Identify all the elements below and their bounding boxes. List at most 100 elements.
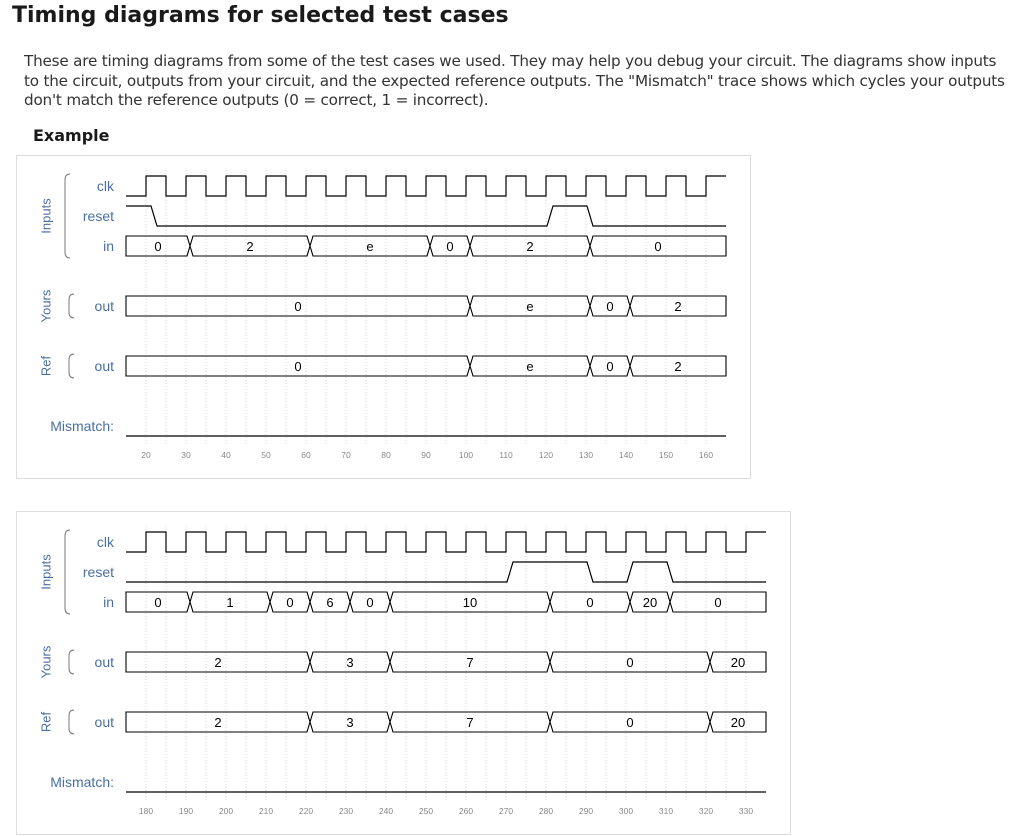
bus-value-label: 1	[226, 595, 233, 610]
time-tick-label: 150	[659, 450, 673, 460]
signal-label-out: out	[95, 714, 115, 730]
time-tick-label: 200	[219, 806, 233, 816]
signal-label-out: out	[95, 654, 115, 670]
bus-segment	[389, 591, 551, 613]
time-tick-label: 190	[179, 806, 193, 816]
timing-diagram-1-svg: 20 30 40 50 60 70 80 90 100 110 120 130 140 150 160Inp…	[38, 170, 727, 460]
bus-segment	[629, 355, 727, 377]
bus-segment	[125, 295, 471, 317]
reset-waveform	[126, 561, 766, 583]
bus-segment	[309, 235, 431, 257]
bus-value-label: 0	[626, 655, 633, 670]
bus-segment	[125, 651, 311, 673]
intro-paragraph: These are timing diagrams from some of t…	[24, 52, 1005, 109]
bus-value-label: e	[366, 239, 373, 254]
group-bracket	[68, 709, 75, 735]
example-heading: Example	[33, 126, 110, 145]
time-tick-label: 230	[339, 806, 353, 816]
group-label-ref: Ref	[38, 355, 53, 376]
bus-value-label: 6	[326, 595, 333, 610]
time-tick-label: 30	[181, 450, 191, 460]
bus-value-label: 0	[446, 239, 453, 254]
bus-value-label: 2	[526, 239, 533, 254]
bus-value-label: 20	[731, 715, 745, 730]
time-tick-label: 120	[539, 450, 553, 460]
bus-segment	[589, 355, 631, 377]
bus-value-label: 3	[346, 655, 353, 670]
signal-label-in: in	[103, 238, 114, 254]
time-tick-label: 130	[579, 450, 593, 460]
timing-diagram-2: 180 190 200 210 220 230 240 250 260 270 280 290 300 3…	[16, 511, 791, 835]
bus-segment	[469, 295, 591, 317]
time-tick-label: 160	[699, 450, 713, 460]
bus-segment	[469, 355, 591, 377]
bus-segment	[549, 651, 711, 673]
group-bracket	[68, 293, 75, 319]
time-tick-label: 90	[421, 450, 431, 460]
time-tick-label: 100	[459, 450, 473, 460]
bus-value-label: 7	[466, 715, 473, 730]
bus-value-label: 0	[154, 239, 161, 254]
bus-segment	[629, 295, 727, 317]
bus-segment	[429, 235, 471, 257]
group-bracket	[64, 529, 71, 615]
bus-value-label: 0	[366, 595, 373, 610]
bus-segment	[125, 355, 471, 377]
time-tick-label: 50	[261, 450, 271, 460]
group-label-yours: Yours	[38, 289, 53, 322]
time-tick-label: 280	[539, 806, 553, 816]
bus-value-label: 3	[346, 715, 353, 730]
time-tick-label: 250	[419, 806, 433, 816]
time-tick-label: 140	[619, 450, 633, 460]
clk-waveform	[126, 175, 726, 197]
signal-label-in: in	[103, 594, 114, 610]
bus-segment	[189, 235, 311, 257]
bus-segment	[349, 591, 391, 613]
signal-label-clk: clk	[97, 534, 115, 550]
bus-segment	[389, 711, 551, 733]
timing-diagram-2-svg: 180 190 200 210 220 230 240 250 260 270 280 290 300 3…	[38, 526, 767, 816]
bus-value-label: 0	[606, 359, 613, 374]
bus-value-label: 0	[286, 595, 293, 610]
bus-value-label: 2	[214, 655, 221, 670]
bus-segment	[709, 651, 767, 673]
time-tick-label: 310	[659, 806, 673, 816]
bus-value-label: 7	[466, 655, 473, 670]
bus-value-label: 0	[714, 595, 721, 610]
time-tick-label: 290	[579, 806, 593, 816]
group-label-ref: Ref	[38, 711, 53, 732]
bus-value-label: 2	[214, 715, 221, 730]
bus-value-label: 20	[731, 655, 745, 670]
time-tick-label: 110	[499, 450, 513, 460]
bus-value-label: 20	[643, 595, 657, 610]
group-bracket	[68, 649, 75, 675]
bus-segment	[309, 591, 351, 613]
time-tick-label: 300	[619, 806, 633, 816]
bus-value-label: 0	[294, 299, 301, 314]
clk-waveform	[126, 531, 766, 553]
bus-segment	[189, 591, 271, 613]
bus-segment	[389, 651, 551, 673]
bus-segment	[125, 235, 191, 257]
bus-segment	[629, 591, 671, 613]
time-tick-label: 240	[379, 806, 393, 816]
bus-segment	[589, 235, 727, 257]
bus-value-label: 0	[606, 299, 613, 314]
bus-value-label: 2	[674, 359, 681, 374]
group-label-inputs: Inputs	[38, 198, 53, 234]
group-bracket	[68, 353, 75, 379]
bus-segment	[549, 591, 631, 613]
bus-segment	[709, 711, 767, 733]
signal-label-reset: reset	[83, 564, 114, 580]
group-label-yours: Yours	[38, 645, 53, 678]
bus-segment	[589, 295, 631, 317]
time-tick-label: 40	[221, 450, 231, 460]
bus-value-label: 2	[674, 299, 681, 314]
bus-segment	[125, 711, 311, 733]
time-tick-label: 60	[301, 450, 311, 460]
signal-label-clk: clk	[97, 178, 115, 194]
bus-value-label: 0	[586, 595, 593, 610]
time-tick-label: 70	[341, 450, 351, 460]
signal-label-mismatch: Mismatch:	[50, 418, 114, 434]
time-tick-label: 270	[499, 806, 513, 816]
